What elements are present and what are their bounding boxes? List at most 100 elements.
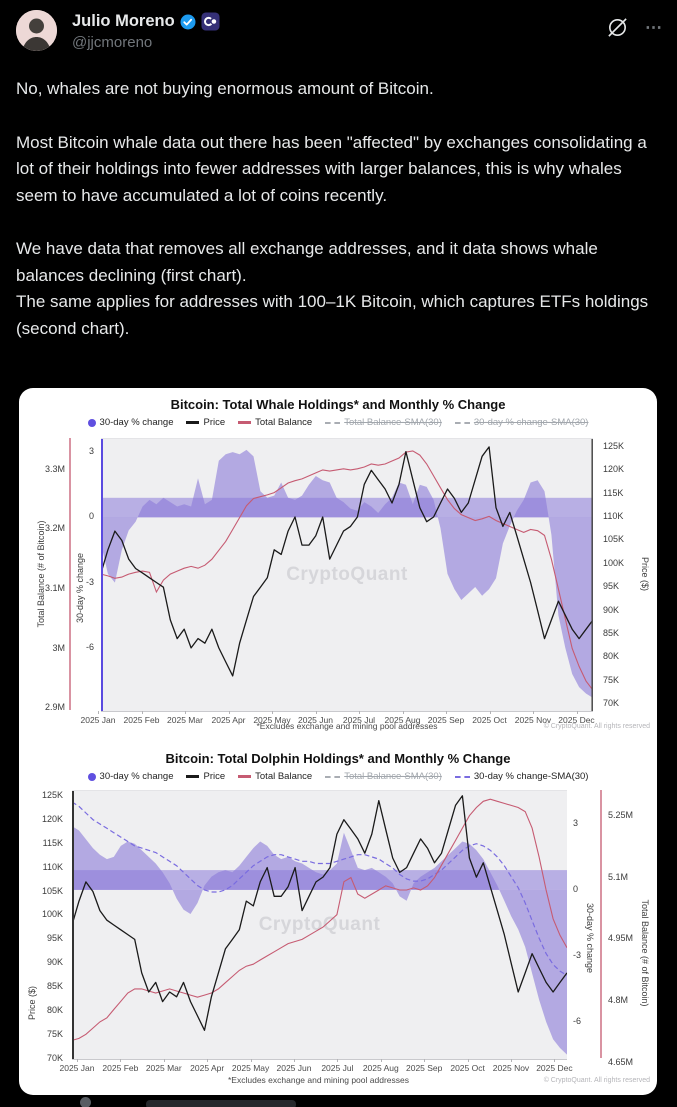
x-axis-month-label: 2025 Sep — [405, 1063, 443, 1073]
legend-marker-line — [186, 775, 200, 778]
x-axis-tick — [576, 711, 578, 714]
chart-whale-holdings: Bitcoin: Total Whale Holdings* and Month… — [19, 388, 657, 738]
x-axis-month-label: 2025 Oct — [472, 715, 507, 725]
axis-line — [600, 790, 602, 1058]
avatar[interactable] — [16, 10, 57, 51]
axis-tick-label: 85K — [46, 981, 63, 991]
chart-dolphin-holdings: Bitcoin: Total Dolphin Holdings* and Mon… — [19, 738, 657, 1095]
legend-marker-line — [186, 421, 200, 424]
x-axis-tick — [250, 1059, 252, 1062]
x-axis-tick — [207, 1059, 209, 1062]
legend-marker-dash — [454, 421, 470, 424]
tweet-text: No, whales are not buying enormous amoun… — [16, 76, 664, 369]
x-axis-tick — [467, 1059, 469, 1062]
x-axis-tick — [315, 711, 317, 714]
chart-legend: 30-day % change Price Total Balance Total B… — [19, 417, 657, 428]
chart-title: Bitcoin: Total Whale Holdings* and Month… — [170, 397, 506, 412]
axis-tick-label: 3.2M — [44, 523, 65, 533]
legend-item: 30-day % change — [87, 771, 173, 782]
x-axis-month-label: 2025 Nov — [492, 1063, 530, 1073]
x-axis-month-label: 2025 Mar — [167, 715, 203, 725]
legend-marker-line — [238, 421, 252, 424]
axis-tick-label: 2.9M — [44, 702, 65, 712]
author-handle[interactable]: @jjcmoreno — [72, 34, 153, 51]
chart-plot-area: CryptoQuant — [72, 790, 567, 1060]
x-axis-month-label: 2025 Aug — [362, 1063, 399, 1073]
x-axis-tick — [141, 711, 143, 714]
x-axis-tick — [533, 711, 534, 714]
axis-tick-label: 3.3M — [44, 464, 65, 474]
axis-tick-label: 105K — [41, 886, 63, 896]
legend-label: Total Balance — [255, 771, 313, 782]
x-axis-month-label: 2025 Jun — [276, 1063, 312, 1073]
axis-tick-label: 110K — [42, 862, 63, 872]
tweet-paragraph: We have data that removes all exchange a… — [16, 239, 649, 338]
grok-icon[interactable] — [606, 16, 629, 39]
x-axis-month-label: 2025 Aug — [384, 715, 421, 725]
x-axis-month-label: 2025 Jul — [342, 715, 376, 725]
tweet-paragraph: Most Bitcoin whale data out there has be… — [16, 132, 647, 205]
x-axis-tick — [272, 711, 273, 714]
avatar-person-icon — [16, 10, 57, 51]
legend-item: 30-day % change-SMA(30) — [454, 771, 589, 782]
axis-line — [69, 438, 71, 710]
verified-badge-icon — [180, 14, 196, 29]
x-axis-month-label: 2025 Jul — [321, 1063, 354, 1073]
chart-title: Bitcoin: Total Dolphin Holdings* and Mon… — [165, 751, 511, 766]
clipped-avatar — [80, 1097, 91, 1107]
axis-tick-label: 90K — [46, 957, 63, 967]
axis-tick-label: 115K — [42, 838, 63, 848]
x-axis-tick — [380, 1059, 382, 1062]
x-axis-month-label: 2025 May — [231, 1063, 270, 1073]
axis-tick-label: 120K — [41, 814, 63, 824]
legend-item: Total Balance-SMA(30) — [325, 771, 442, 782]
x-axis-tick — [424, 1059, 426, 1062]
author-name[interactable]: Julio Moreno — [72, 12, 175, 30]
legend-label: Price — [203, 771, 226, 782]
x-axis-tick — [228, 711, 230, 714]
axis-title: Price ($) — [640, 556, 650, 591]
axis-tick-label: 5.25M — [608, 810, 634, 820]
x-axis-tick — [446, 711, 447, 714]
axis-tick-label: 90K — [603, 605, 620, 615]
chart-footnote: *Excludes exchange and mining pool addre… — [228, 1075, 409, 1085]
axis-tick-label: 125K — [603, 441, 625, 451]
x-axis-month-label: 2025 Jun — [298, 715, 333, 725]
axis-tick-label: 0 — [88, 511, 94, 521]
x-axis-tick — [489, 711, 491, 714]
x-axis-month-label: 2025 Feb — [102, 1063, 139, 1073]
x-axis-tick — [120, 1059, 122, 1062]
affiliate-badge-icon[interactable] — [201, 12, 220, 31]
axis-tick-label: 105K — [603, 534, 625, 544]
axis-tick-label: 95K — [603, 581, 620, 591]
axis-title: Price ($) — [27, 986, 37, 1021]
legend-label: 30-day % change-SMA(30) — [473, 771, 589, 782]
axis-title: Total Balance (# of Bitcoin) — [640, 899, 650, 1007]
axis-tick-label: 3 — [573, 818, 579, 828]
chart-legend: 30-day % change Price Total Balance Total B… — [19, 771, 657, 782]
axis-tick-label: 85K — [603, 628, 620, 638]
x-axis-month-label: 2025 Apr — [211, 715, 246, 725]
x-axis-month-label: 2025 Apr — [190, 1063, 225, 1073]
watermark: CryptoQuant — [286, 564, 408, 585]
x-axis-tick — [98, 711, 99, 714]
axis-tick-label: 115K — [603, 488, 624, 498]
legend-label: Total Balance-SMA(30) — [344, 417, 442, 428]
chart-footnote: *Excludes exchange and mining pool addre… — [256, 721, 438, 731]
more-menu-icon[interactable]: ⋯ — [645, 17, 663, 37]
axis-tick-label: 80K — [603, 651, 620, 661]
legend-marker-line — [238, 775, 252, 778]
chart-image-attachment[interactable]: Bitcoin: Total Whale Holdings* and Month… — [19, 388, 657, 1095]
axis-tick-label: 100K — [41, 909, 63, 919]
x-axis-month-label: 2025 Oct — [450, 1063, 485, 1073]
axis-tick-label: -6 — [573, 1016, 582, 1026]
legend-marker-dot — [87, 418, 96, 427]
legend-item: Price — [186, 771, 225, 782]
axis-title: 30-day % change — [585, 902, 595, 974]
legend-marker-dash — [454, 775, 470, 778]
legend-label: Price — [203, 417, 226, 428]
axis-tick-label: 4.65M — [608, 1057, 634, 1067]
x-axis-month-label: 2025 Jan — [80, 715, 116, 725]
legend-item: Total Balance — [238, 417, 312, 428]
chart-copyright: © CryptoQuant. All rights reserved — [543, 1077, 650, 1084]
